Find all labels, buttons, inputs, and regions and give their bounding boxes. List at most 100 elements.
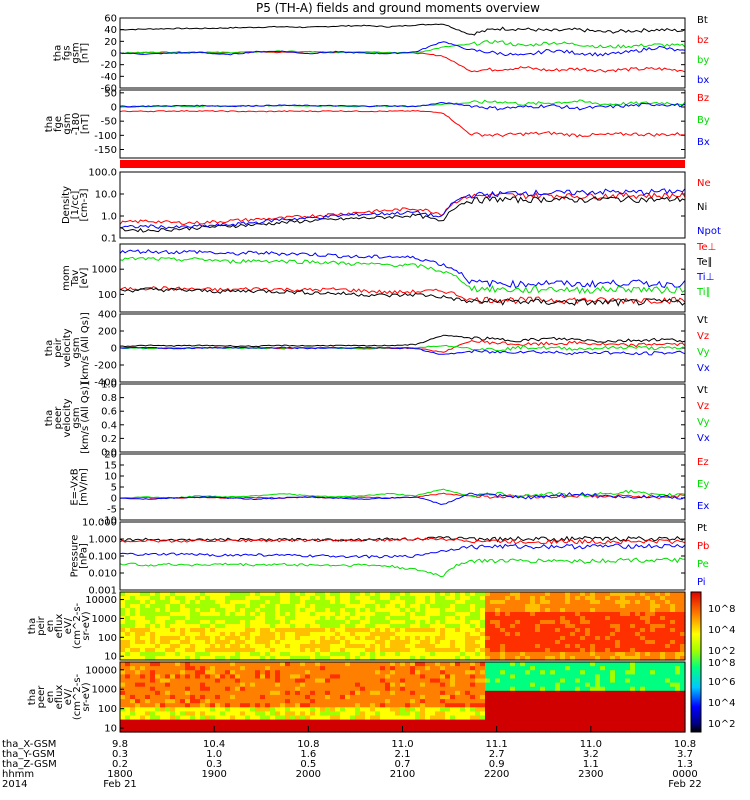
spectrogram-cell xyxy=(465,662,471,667)
spectrogram-cell xyxy=(510,703,516,708)
spectrogram-cell xyxy=(630,723,636,729)
spectrogram-cell xyxy=(440,612,446,617)
spectrogram-cell xyxy=(530,640,536,645)
spectrogram-cell xyxy=(395,656,401,661)
spectrogram-cell xyxy=(590,678,596,684)
spectrogram-cell xyxy=(580,670,586,675)
spectrogram-cell xyxy=(525,644,531,649)
spectrogram-cell xyxy=(185,592,191,597)
colorbar-tick: 10^2 xyxy=(708,719,735,730)
spectrogram-cell xyxy=(175,640,181,645)
spectrogram-cell xyxy=(570,632,576,637)
spectrogram-cell xyxy=(385,715,391,721)
spectrogram-cell xyxy=(600,608,606,613)
spectrogram-cell xyxy=(195,711,201,717)
spectrogram-cell xyxy=(560,715,566,721)
spectrogram-cell xyxy=(200,699,206,704)
spectrogram-cell xyxy=(530,727,536,733)
spectrogram-cell xyxy=(400,656,406,661)
y-tick-label: 1.0 xyxy=(101,212,117,223)
spectrogram-cell xyxy=(615,670,621,675)
spectrogram-cell xyxy=(550,648,556,653)
ephemeris-row-label: tha_Z-GSM xyxy=(2,759,57,770)
spectrogram-cell xyxy=(230,662,236,667)
spectrogram-cell xyxy=(610,648,616,653)
spectrogram-cell xyxy=(415,711,421,717)
spectrogram-cell xyxy=(345,719,351,725)
spectrogram-cell xyxy=(560,640,566,645)
spectrogram-cell xyxy=(630,640,636,645)
spectrogram-cell xyxy=(650,616,656,621)
spectrogram-cell xyxy=(445,592,451,597)
spectrogram-cell xyxy=(145,715,151,721)
spectrogram-cell xyxy=(240,604,246,609)
spectrogram-cell xyxy=(165,592,171,597)
spectrogram-cell xyxy=(165,632,171,637)
spectrogram-cell xyxy=(205,694,211,700)
spectrogram-cell xyxy=(305,670,311,675)
spectrogram-cell xyxy=(250,620,256,625)
spectrogram-cell xyxy=(335,604,341,609)
spectrogram-cell xyxy=(410,703,416,708)
colorbar-tick: 10^4 xyxy=(708,625,735,636)
spectrogram-cell xyxy=(390,711,396,717)
spectrogram-cell xyxy=(595,670,601,675)
spectrogram-cell xyxy=(385,604,391,609)
spectrogram-cell xyxy=(675,644,681,649)
spectrogram-cell xyxy=(450,636,456,641)
ylabel-line: eflux xyxy=(54,614,65,639)
y-tick-label: -400 xyxy=(94,378,117,389)
spectrogram-cell xyxy=(570,600,576,605)
spectrogram-cell xyxy=(265,707,271,712)
ylabel-line: fge xyxy=(53,116,64,132)
spectrogram-cell xyxy=(430,644,436,649)
spectrogram-cell xyxy=(535,628,541,633)
y-tick-label: 400 xyxy=(98,310,117,321)
spectrogram-cell xyxy=(380,703,386,708)
spectrogram-cell xyxy=(660,632,666,637)
spectrogram-cell xyxy=(245,636,251,641)
spectrogram-cell xyxy=(180,636,186,641)
spectrogram-cell xyxy=(210,666,216,671)
spectrogram-cell xyxy=(510,600,516,605)
spectrogram-cell xyxy=(380,608,386,613)
spectrogram-cell xyxy=(595,711,601,717)
spectrogram-cell xyxy=(415,674,421,680)
spectrogram-cell xyxy=(245,682,251,688)
spectrogram-cell xyxy=(580,674,586,680)
spectrogram-cell xyxy=(220,592,226,597)
spectrogram-cell xyxy=(400,686,406,692)
spectrogram-cell xyxy=(655,699,661,704)
spectrogram-cell xyxy=(605,636,611,641)
spectrogram-cell xyxy=(430,723,436,729)
spectrogram-cell xyxy=(160,632,166,637)
spectrogram-cell xyxy=(150,628,156,633)
spectrogram-cell xyxy=(320,616,326,621)
panel-frame xyxy=(119,89,686,159)
spectrogram-cell xyxy=(540,612,546,617)
spectrogram-cell xyxy=(305,690,311,696)
spectrogram-cell xyxy=(385,678,391,684)
spectrogram-cell xyxy=(260,608,266,613)
spectrogram-cell xyxy=(220,678,226,684)
spectrogram-cell xyxy=(640,670,646,675)
spectrogram-cell xyxy=(670,592,676,597)
spectrogram-cell xyxy=(570,719,576,725)
spectrogram-cell xyxy=(630,674,636,680)
spectrogram-cell xyxy=(395,652,401,657)
spectrogram-cell xyxy=(430,690,436,696)
spectrogram-cell xyxy=(235,699,241,704)
spectrogram-cell xyxy=(300,715,306,721)
spectrogram-cell xyxy=(350,652,356,657)
spectrogram-cell xyxy=(235,662,241,667)
spectrogram-cell xyxy=(305,632,311,637)
spectrogram-cell xyxy=(565,690,571,696)
spectrogram-cell xyxy=(385,719,391,725)
spectrogram-cell xyxy=(545,592,551,597)
spectrogram-cell xyxy=(450,616,456,621)
spectrogram-cell xyxy=(635,612,641,617)
spectrogram-cell xyxy=(190,682,196,688)
spectrogram-cell xyxy=(525,620,531,625)
spectrogram-cell xyxy=(250,723,256,729)
spectrogram-cell xyxy=(445,652,451,657)
